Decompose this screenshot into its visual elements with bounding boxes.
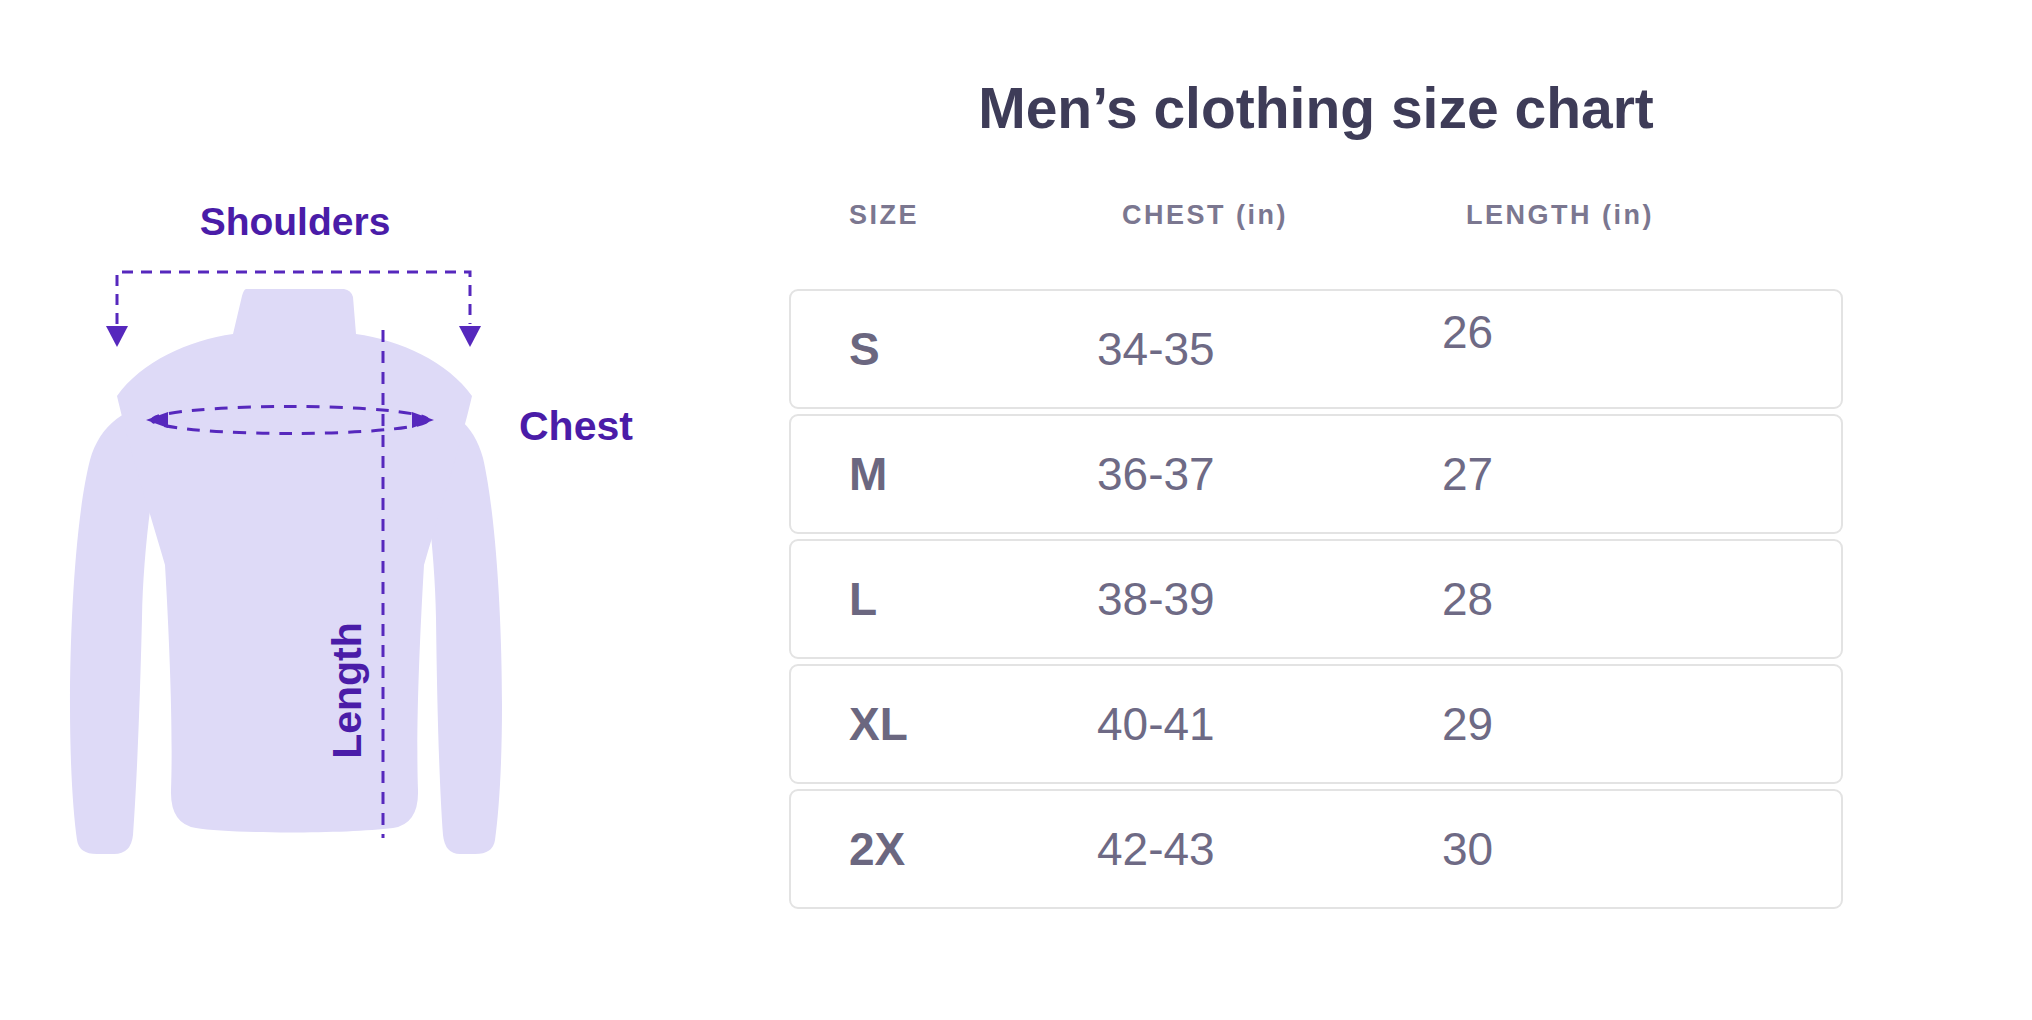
cell-length: 27 <box>1442 451 1841 497</box>
cell-length: 30 <box>1442 826 1841 872</box>
page-title: Men’s clothing size chart <box>789 80 1843 137</box>
table-row: 2X42-4330 <box>789 789 1843 909</box>
shirt-graphic <box>0 0 700 1020</box>
arrow-down-right-icon <box>459 326 481 347</box>
chest-label: Chest <box>519 406 633 447</box>
cell-chest: 34-35 <box>1097 326 1442 372</box>
shirt-body <box>117 289 472 833</box>
cell-length: 28 <box>1442 576 1841 622</box>
cell-length: 26 <box>1442 309 1841 355</box>
cell-chest: 42-43 <box>1097 826 1442 872</box>
cell-chest: 40-41 <box>1097 701 1442 747</box>
table-body: S34-3526M36-3727L38-3928XL40-41292X42-43… <box>789 289 1843 914</box>
length-label: Length <box>327 591 368 791</box>
cell-size: L <box>791 576 1097 622</box>
size-chart: Men’s clothing size chart SIZE CHEST (in… <box>789 0 1843 1020</box>
cell-size: M <box>791 451 1097 497</box>
col-header-chest: CHEST (in) <box>1095 199 1440 231</box>
cell-size: XL <box>791 701 1097 747</box>
col-header-size: SIZE <box>789 199 1095 231</box>
table-row: XL40-4129 <box>789 664 1843 784</box>
size-guide-page: Shoulders Chest Length Men’s clothing si… <box>0 0 2032 1020</box>
table-row: L38-3928 <box>789 539 1843 659</box>
cell-size: S <box>791 326 1097 372</box>
col-header-length: LENGTH (in) <box>1440 199 1843 231</box>
table-row: S34-3526 <box>789 289 1843 409</box>
arrow-down-left-icon <box>106 326 128 347</box>
cell-chest: 38-39 <box>1097 576 1442 622</box>
shoulders-label: Shoulders <box>170 202 420 241</box>
table-row: M36-3727 <box>789 414 1843 534</box>
cell-chest: 36-37 <box>1097 451 1442 497</box>
cell-length: 29 <box>1442 701 1841 747</box>
cell-size: 2X <box>791 826 1097 872</box>
table-header: SIZE CHEST (in) LENGTH (in) <box>789 199 1843 231</box>
shirt-measurement-diagram: Shoulders Chest Length <box>0 0 700 1020</box>
